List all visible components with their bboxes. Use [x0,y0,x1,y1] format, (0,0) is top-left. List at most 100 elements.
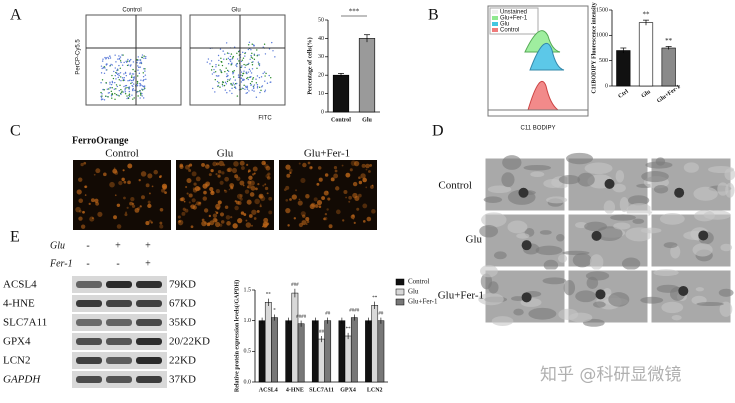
flow-dot [218,82,220,84]
flow-dot [141,56,143,59]
flow-dot [116,68,119,70]
tem-texture [575,290,597,303]
fluorescence-spot [112,168,118,174]
fluorescence-spot [92,217,94,220]
tem-texture [479,224,499,238]
flow-dot [221,64,224,67]
bar [332,74,350,113]
significance-label: ## [378,312,384,317]
flow-dot [220,60,223,63]
protein-size: 22KD [169,355,196,367]
flow-dot [136,82,139,84]
flow-dot [244,55,246,57]
flow-dot [128,79,131,82]
fluorescence-spot [268,196,273,201]
tem-texture [656,284,680,293]
flow-dot [218,64,220,66]
flow-dot [121,90,123,93]
flow-dot [145,57,147,60]
flow-dot [233,70,235,72]
condition-label: Control [438,180,472,192]
flow-dot [128,93,131,95]
x-tick-label: Glu [362,117,372,123]
fluorescence-spot [300,177,306,184]
flow-dot [232,82,234,84]
flow-dot [122,78,125,81]
tem-texture [478,293,504,306]
blot-band [76,357,102,364]
fluorescence-spot [248,175,253,180]
flow-dot [111,93,114,96]
tem-texture [501,172,515,188]
flow-dot [132,89,134,92]
bar [371,305,379,383]
flow-dot [241,65,243,67]
flow-dot [236,58,239,60]
tem-texture [523,164,552,171]
tem-texture [556,234,565,242]
flow-dot [137,95,139,97]
flow-dot [234,82,237,85]
flow-dot [221,83,224,86]
tem-texture [596,226,623,242]
fluorescence-spot [215,189,221,194]
fluorescence-spot [214,218,218,223]
flow-dot [124,91,127,93]
flow-dot [121,91,123,94]
flow-dot [226,69,229,72]
flow-dot [131,94,133,96]
fluorescence-spot [371,209,376,214]
fluorescence-spot [113,215,117,220]
significance-label: * [273,309,276,314]
flow-dot [247,76,249,79]
fluorescence-spot [324,212,328,216]
flow-dot [250,54,252,57]
tem-nucleus [518,187,529,198]
fluorescence-spot [203,190,207,195]
axis-label: FITC [258,116,272,122]
fluorescence-spot [222,163,226,167]
fluorescence-spot [185,186,188,189]
fluorescence-spot [366,216,372,222]
fluorescence-spot [247,180,251,184]
fluorescence-spot [240,166,245,170]
flow-dot [130,82,132,85]
flow-dot [236,65,238,68]
tem-texture [480,273,493,290]
panel-label: D [432,123,444,140]
blot-band [106,357,132,364]
flow-dot [260,76,263,78]
panel-label: C [10,123,21,140]
fluorescence-spot [237,218,243,224]
tem-texture [558,174,581,185]
flow-dot [240,88,242,90]
flow-dot [251,64,254,66]
fluorescence-spot [189,205,192,208]
tem-texture [640,227,662,234]
flow-dot [103,99,106,101]
flow-dot [218,75,220,77]
fluorescence-spot [131,204,136,208]
fluorescence-spot [313,197,318,202]
fluorescence-spot [145,183,150,188]
significance-label: #### [296,315,307,320]
significance-label: ** [643,11,651,19]
flow-dot [123,73,125,75]
fluorescence-spot [333,173,339,179]
significance-label: ** [266,293,272,298]
fluorescence-spot [212,213,218,218]
fluorescence-spot [318,177,323,182]
flow-dot [125,87,127,89]
fluorescence-spot [310,166,313,169]
fluorescence-spot [145,221,150,226]
x-tick-label: ACSL4 [259,387,278,393]
flow-dot [119,72,122,74]
fluorescence-spot [126,206,129,209]
condition-label: Glu [217,148,234,160]
fluorescence-spot [125,211,128,214]
flow-dot [124,89,126,91]
fluorescence-spot [259,203,262,206]
flow-dot [264,80,266,82]
flow-dot [238,60,240,62]
fluorescence-spot [139,205,142,208]
